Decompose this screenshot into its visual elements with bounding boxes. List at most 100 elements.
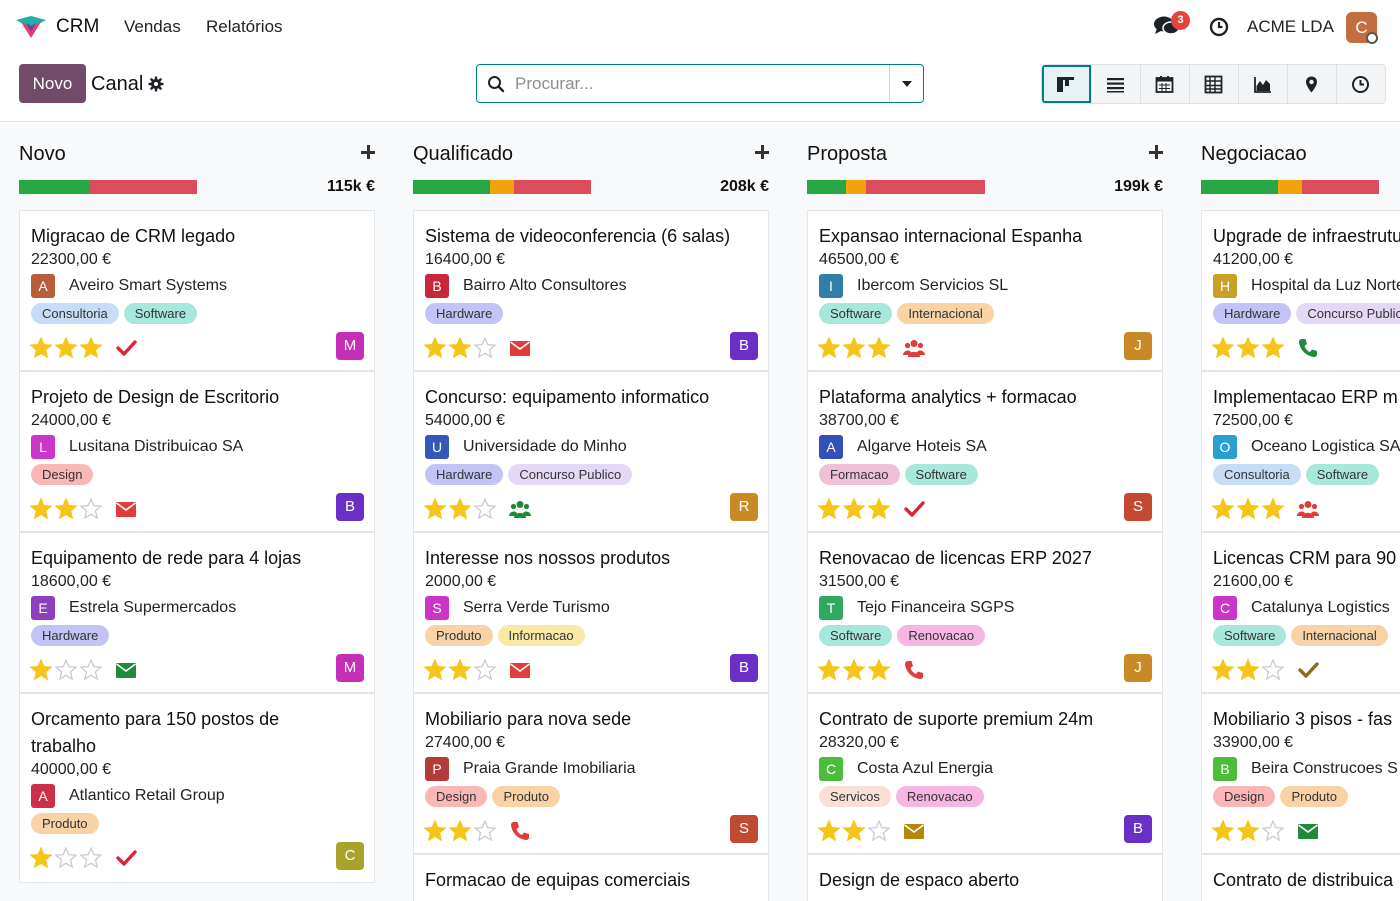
star-filled-icon[interactable]	[868, 659, 890, 680]
column-title[interactable]: Qualificado	[413, 143, 514, 165]
kanban-card[interactable]: Orcamento para 150 postos de trabalho 400…	[19, 693, 375, 883]
column-title[interactable]: Proposta	[807, 143, 888, 165]
star-filled-icon[interactable]	[818, 337, 840, 358]
star-filled-icon[interactable]	[424, 498, 446, 519]
company-switcher[interactable]: ACME LDA	[1247, 17, 1334, 36]
star-filled-icon[interactable]	[424, 337, 446, 358]
kanban-card[interactable]: Mobiliario 3 pisos - fas 33900,00 € B Beira…	[1201, 693, 1400, 854]
users-activity-icon[interactable]	[509, 498, 531, 519]
kanban-card[interactable]: Design de espaco aberto	[807, 854, 1163, 901]
view-pivot-button[interactable]	[1189, 65, 1238, 103]
kanban-card[interactable]: Formacao de equipas comerciais	[413, 854, 769, 901]
star-filled-icon[interactable]	[1212, 820, 1234, 841]
star-filled-icon[interactable]	[843, 337, 865, 358]
star-empty-icon[interactable]	[868, 820, 890, 841]
star-filled-icon[interactable]	[1237, 820, 1259, 841]
phone-activity-icon[interactable]	[509, 820, 531, 841]
star-filled-icon[interactable]	[1212, 337, 1234, 358]
menu-relatorios[interactable]: Relatórios	[206, 17, 283, 36]
kanban-card[interactable]: Projeto de Design de Escritorio 24000,00 …	[19, 371, 375, 532]
star-empty-icon[interactable]	[80, 498, 102, 519]
envelope-activity-icon[interactable]	[115, 659, 137, 680]
star-empty-icon[interactable]	[1262, 820, 1284, 841]
star-empty-icon[interactable]	[55, 847, 77, 868]
kanban-card[interactable]: Sistema de videoconferencia (6 salas) 164…	[413, 210, 769, 371]
phone-activity-icon[interactable]	[1297, 337, 1319, 358]
progress-segment[interactable]	[1302, 180, 1379, 194]
star-filled-icon[interactable]	[1237, 337, 1259, 358]
view-activity-button[interactable]	[1336, 65, 1385, 103]
check-activity-icon[interactable]	[1297, 659, 1319, 680]
star-filled-icon[interactable]	[1212, 659, 1234, 680]
assignee-avatar[interactable]: S	[730, 815, 758, 843]
kanban-card[interactable]: Interesse nos nossos produtos 2000,00 € S S…	[413, 532, 769, 693]
kanban-card[interactable]: Upgrade de infraestrutura 41200,00 € H Hosp…	[1201, 210, 1400, 371]
clock-icon[interactable]	[1209, 17, 1229, 37]
assignee-avatar[interactable]: R	[730, 493, 758, 521]
assignee-avatar[interactable]: J	[1124, 332, 1152, 360]
star-filled-icon[interactable]	[449, 820, 471, 841]
column-title[interactable]: Novo	[19, 143, 66, 165]
kanban-card[interactable]: Implementacao ERP m 72500,00 € O Oceano Log…	[1201, 371, 1400, 532]
progress-segment[interactable]	[19, 180, 91, 194]
progress-segment[interactable]	[846, 180, 866, 194]
star-filled-icon[interactable]	[30, 498, 52, 519]
check-activity-icon[interactable]	[903, 498, 925, 519]
progress-bar[interactable]	[807, 180, 985, 194]
star-empty-icon[interactable]	[474, 498, 496, 519]
envelope-activity-icon[interactable]	[115, 498, 137, 519]
envelope-activity-icon[interactable]	[1297, 820, 1319, 841]
star-filled-icon[interactable]	[1212, 498, 1234, 519]
progress-segment[interactable]	[90, 180, 197, 194]
users-activity-icon[interactable]	[1297, 498, 1319, 519]
kanban-card[interactable]: Renovacao de licencas ERP 2027 31500,00 €…	[807, 532, 1163, 693]
column-title[interactable]: Negociacao	[1201, 143, 1307, 165]
users-activity-icon[interactable]	[903, 337, 925, 358]
star-filled-icon[interactable]	[843, 820, 865, 841]
assignee-avatar[interactable]: J	[1124, 654, 1152, 682]
envelope-activity-icon[interactable]	[509, 337, 531, 358]
star-filled-icon[interactable]	[449, 337, 471, 358]
view-calendar-button[interactable]	[1140, 65, 1189, 103]
star-filled-icon[interactable]	[868, 498, 890, 519]
progress-bar[interactable]	[413, 180, 591, 194]
assignee-avatar[interactable]: B	[336, 493, 364, 521]
assignee-avatar[interactable]: S	[1124, 493, 1152, 521]
add-card-icon[interactable]	[1149, 145, 1163, 159]
star-empty-icon[interactable]	[80, 847, 102, 868]
assignee-avatar[interactable]: C	[336, 842, 364, 870]
check-activity-icon[interactable]	[115, 847, 137, 868]
check-activity-icon[interactable]	[115, 337, 137, 358]
progress-segment[interactable]	[1201, 180, 1278, 194]
add-card-icon[interactable]	[755, 145, 769, 159]
kanban-card[interactable]: Plataforma analytics + formacao 38700,00 …	[807, 371, 1163, 532]
star-filled-icon[interactable]	[30, 847, 52, 868]
star-filled-icon[interactable]	[1237, 498, 1259, 519]
kanban-card[interactable]: Migracao de CRM legado 22300,00 € A Aveiro …	[19, 210, 375, 371]
star-filled-icon[interactable]	[818, 498, 840, 519]
view-list-button[interactable]	[1091, 65, 1140, 103]
star-empty-icon[interactable]	[80, 659, 102, 680]
progress-bar[interactable]	[19, 180, 197, 194]
star-empty-icon[interactable]	[474, 820, 496, 841]
star-filled-icon[interactable]	[868, 337, 890, 358]
star-filled-icon[interactable]	[818, 659, 840, 680]
app-name[interactable]: CRM	[56, 16, 100, 37]
assignee-avatar[interactable]: B	[730, 332, 758, 360]
star-empty-icon[interactable]	[474, 659, 496, 680]
envelope-activity-icon[interactable]	[509, 659, 531, 680]
star-filled-icon[interactable]	[424, 820, 446, 841]
kanban-card[interactable]: Licencas CRM para 90 21600,00 € C Catalunya…	[1201, 532, 1400, 693]
star-empty-icon[interactable]	[474, 337, 496, 358]
star-filled-icon[interactable]	[55, 337, 77, 358]
kanban-card[interactable]: Mobiliario para nova sede 27400,00 € P Prai…	[413, 693, 769, 854]
star-filled-icon[interactable]	[55, 498, 77, 519]
view-graph-button[interactable]	[1238, 65, 1287, 103]
star-filled-icon[interactable]	[818, 820, 840, 841]
star-filled-icon[interactable]	[449, 498, 471, 519]
star-filled-icon[interactable]	[843, 498, 865, 519]
star-filled-icon[interactable]	[424, 659, 446, 680]
assignee-avatar[interactable]: B	[1124, 815, 1152, 843]
new-button[interactable]: Novo	[19, 64, 86, 103]
star-filled-icon[interactable]	[449, 659, 471, 680]
